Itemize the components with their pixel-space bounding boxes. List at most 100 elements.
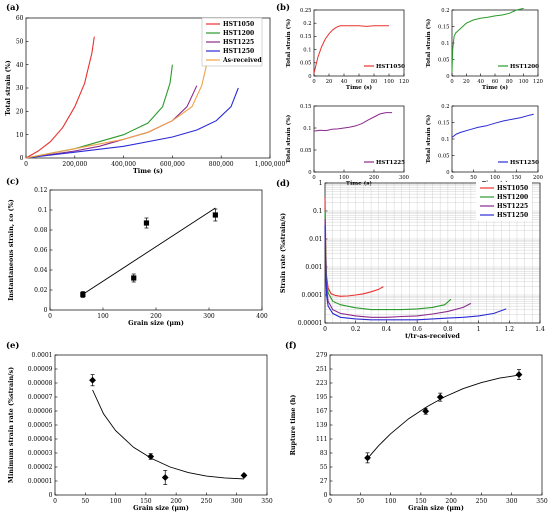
data-point (147, 453, 155, 460)
x-tick-label: 600,000 (160, 161, 185, 168)
y-tick-label: 0.00005 (28, 422, 53, 429)
x-tick-label: 200 (170, 498, 182, 505)
y-tick-label: 0.06 (34, 247, 48, 254)
x-tick-label: 100 (490, 175, 500, 181)
data-point (515, 371, 523, 378)
y-axis-label: Total strain (%) (425, 114, 432, 163)
chart-a: 0 200,000 400,000 600,000 800,000 1,000,000 0 1… (4, 2, 285, 175)
chart-f: 0 50 100 150 200 250 300 350 0 27 55 83 111 139 167 195… (285, 340, 548, 512)
data-point (80, 291, 86, 298)
x-tick-label: 400,000 (111, 161, 136, 168)
y-axis-label: Total strain (%) (285, 18, 292, 67)
y-tick-label: 0 (308, 74, 311, 80)
y-tick-label: 0.15 (438, 24, 450, 30)
legend-entry: HST1225 (223, 39, 254, 46)
x-tick-label: 200,000 (62, 161, 87, 168)
legend: HST1050 HST1200 HST1225 HST1250 As-received (201, 17, 263, 67)
x-tick-label: 1.2 (505, 326, 515, 333)
legend-entry: HST1200 (497, 194, 528, 201)
x-tick-label: 20 (326, 79, 333, 85)
x-tick-label: 0 (450, 79, 453, 85)
y-tick-label: 0.00007 (28, 394, 53, 401)
x-tick-label: 0 (312, 175, 315, 181)
y-tick-label: 0 (446, 74, 449, 80)
legend-entry: HST1250 (510, 160, 539, 166)
y-tick-label: 111 (316, 436, 327, 443)
y-tick-label: 0 (20, 155, 24, 162)
y-tick-label: 0 (324, 492, 328, 499)
x-tick-label: 100 (519, 79, 529, 85)
x-tick-label: 120 (399, 79, 409, 85)
x-tick-label: 80 (506, 79, 513, 85)
x-tick-label: 350 (536, 498, 548, 505)
x-tick-label: 50 (470, 175, 477, 181)
y-axis-label: Rupture time (h) (289, 395, 297, 456)
legend-entry: HST1225 (497, 203, 528, 210)
x-tick-label: 300 (231, 498, 243, 505)
x-tick-label: 1 (477, 326, 481, 333)
fit-line (81, 207, 216, 296)
panel-label: (b) (276, 2, 290, 13)
y-tick-label: 0.1 (313, 208, 323, 215)
legend-entry: HST1250 (497, 212, 528, 219)
y-tick-label: 55 (320, 464, 328, 471)
y-tick-label: 1 (319, 180, 323, 187)
x-tick-label: 200 (533, 175, 543, 181)
data-point (212, 212, 218, 218)
legend-entry: HST1250 (223, 48, 254, 55)
y-tick-label: 0.00006 (28, 408, 53, 415)
y-tick-label: 0.00009 (28, 366, 53, 373)
x-tick-label: 200 (150, 313, 162, 320)
legend: HST1225 (364, 160, 405, 166)
x-tick-label: 0 (24, 161, 28, 168)
y-tick-label: 251 (316, 366, 327, 373)
legend: HST1250 (498, 160, 539, 166)
x-axis-label: Time (s) (346, 180, 373, 187)
plot-frame (54, 354, 268, 496)
y-tick-label: 0.1 (441, 41, 449, 47)
legend: HST1050 HST1200 HST1225 HST1250 (476, 182, 532, 221)
data-point (143, 220, 150, 226)
y-tick-label: 139 (316, 422, 328, 429)
x-tick-label: 0.4 (382, 326, 392, 333)
x-tick-label: 250 (476, 498, 488, 505)
y-tick-label: 0.05 (300, 148, 312, 154)
x-tick-label: 400 (256, 313, 268, 320)
y-tick-label: 0.08 (34, 227, 48, 234)
x-tick-label: 50 (356, 498, 364, 505)
series-line-hst1250 (25, 87, 239, 159)
y-tick-label: 0.05 (438, 57, 450, 63)
series-line-hst1250 (451, 113, 534, 138)
x-tick-label: 150 (415, 498, 427, 505)
legend-entry: HST1050 (497, 185, 528, 192)
data-point (161, 474, 169, 481)
chart-e: 0 50 100 150 200 250 300 350 0 0.00001 0.00002 0.00… (6, 340, 273, 512)
y-tick-label: 0.00008 (28, 380, 53, 387)
legend-entry: HST1225 (376, 160, 405, 166)
x-axis-label: Time (s) (346, 84, 373, 91)
y-axis-label: Total strain (%) (285, 114, 292, 163)
x-tick-label: 60 (356, 79, 363, 85)
x-tick-label: 150 (512, 175, 522, 181)
x-tick-label: 100 (110, 498, 122, 505)
fit-line (365, 374, 520, 461)
y-axis-label: Minimum strain rate (%strain/s) (7, 367, 15, 483)
series-line-hst1050 (313, 25, 389, 74)
panel-label: (d) (276, 178, 290, 189)
y-tick-label: 0.04 (34, 267, 48, 274)
y-tick-label: 0.05 (438, 153, 450, 159)
y-tick-label: 0.00001 (298, 320, 323, 327)
y-tick-label: 0.001 (305, 264, 322, 271)
y-tick-label: 0.00001 (28, 478, 53, 485)
x-tick-label: 800,000 (209, 161, 234, 168)
y-tick-label: 0.05 (300, 61, 312, 67)
panel-label: (e) (6, 340, 19, 351)
panel-label: (a) (6, 2, 20, 13)
chart-c: 0 100 200 300 400 0 0.02 0.04 0.06 0.08 0.1 0.12 Gra… (6, 176, 268, 327)
series-line-as-received (25, 64, 208, 159)
y-tick-label: 0.0001 (32, 352, 53, 359)
legend-entry: HST1200 (223, 30, 254, 37)
x-tick-label: 100 (384, 79, 394, 85)
y-tick-label: 223 (316, 380, 328, 387)
